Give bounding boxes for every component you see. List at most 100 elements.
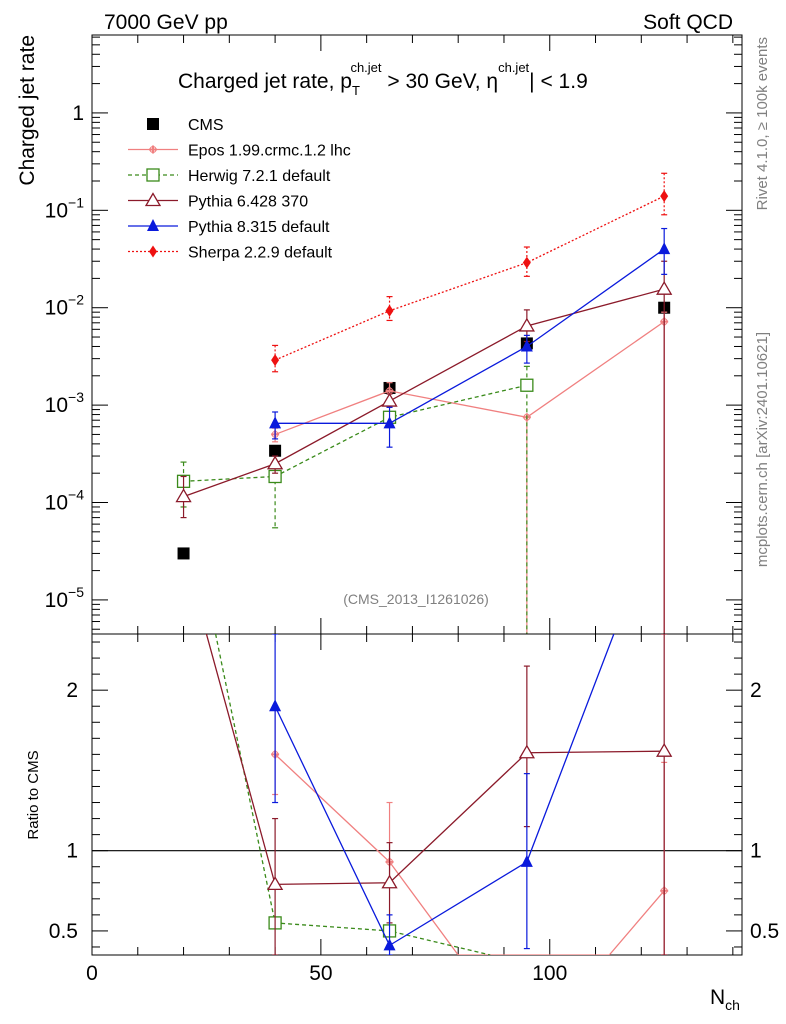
series-pythia-6-428-370 — [175, 260, 673, 634]
data-point-sherpa-2-2-9-default — [271, 354, 280, 367]
title-superscript-2: ch.jet — [498, 60, 529, 75]
legend-marker — [149, 245, 157, 258]
ratio-point-pythia-8-315-default — [269, 699, 282, 712]
side-label-rivet: Rivet 4.1.0, ≥ 100k events — [754, 37, 771, 210]
ratio-point-pythia-8-315-default — [520, 854, 533, 867]
series-cms — [177, 301, 671, 560]
legend-marker-ring — [149, 146, 157, 153]
y-tick-label-exp: −3 — [68, 389, 84, 405]
series-line-pythia-6-428-370 — [183, 288, 665, 498]
series-pythia-8-315-default — [269, 227, 671, 448]
y-tick-label-base: 10 — [45, 492, 68, 515]
data-point-pythia-8-315-default — [520, 339, 533, 352]
ratio-tick-labels: 0.5 0.5 1 1 2 2 0 50 100 — [49, 679, 779, 985]
legend-label: Pythia 8.315 default — [188, 219, 330, 236]
ratio-line-epos-1-99-crmc-1-2-lhc — [274, 753, 665, 955]
x-tick-label: 100 — [532, 962, 567, 985]
data-point-pythia-8-315-default — [383, 416, 396, 429]
data-point-epos-1-99-crmc-1-2-lhc-ring — [523, 413, 531, 421]
main-x-ticks — [91, 35, 734, 634]
data-point-herwig-7-2-1-default — [520, 378, 534, 392]
data-point-sherpa-2-2-9-default — [522, 256, 531, 269]
x-axis-label: Nch — [710, 986, 740, 1013]
x-axis-label-sub: ch — [725, 997, 740, 1013]
ratio-line-pythia-8-315-default — [274, 634, 615, 947]
legend-label: Herwig 7.2.1 default — [188, 168, 331, 185]
data-point-pythia-6-428-370 — [175, 488, 192, 503]
ratio-panel: Ratio to CMS 0.5 0.5 1 1 2 2 0 50 100 Nch — [25, 633, 779, 1013]
main-title: Charged jet rate, pTch.jet > 30 GeV, ηch… — [178, 60, 588, 98]
x-axis-label-main: N — [710, 986, 725, 1009]
title-part-a: Charged jet rate, p — [178, 70, 352, 93]
ratio-point-pythia-8-315-default — [383, 938, 396, 951]
data-point-pythia-6-428-370 — [266, 455, 284, 470]
ratio-point-pythia-6-428-370 — [518, 744, 535, 759]
title-subscript: T — [352, 83, 360, 98]
main-y-ticks — [92, 36, 742, 630]
series-line-herwig-7-2-1-default — [183, 384, 528, 482]
main-y-axis-label: Charged jet rate — [16, 35, 39, 186]
data-point-pythia-8-315-default — [269, 416, 282, 429]
legend-label: Epos 1.99.crmc.1.2 lhc — [188, 143, 351, 160]
main-y-tick-labels: 110−110−210−310−410−5 — [45, 102, 85, 612]
y-tick-label: 10−4 — [45, 487, 85, 515]
y-tick-label: 10−2 — [45, 292, 85, 320]
title-part-d: | < 1.9 — [529, 70, 588, 93]
title-superscript: ch.jet — [350, 60, 381, 75]
y-tick-label-exp: −4 — [68, 487, 84, 503]
ratio-point-pythia-6-428-370 — [381, 874, 398, 889]
ratio-series-pythia-6-428-370 — [205, 634, 673, 955]
header-left-label: 7000 GeV pp — [104, 11, 228, 34]
ratio-ticks — [91, 634, 742, 955]
data-point-pythia-6-428-370 — [518, 317, 535, 332]
legend-marker — [144, 192, 162, 207]
ratio-series-herwig-7-2-1-default — [214, 634, 491, 955]
legend-marker — [146, 168, 160, 182]
legend-item-herwig-7-2-1-default: Herwig 7.2.1 default — [128, 168, 331, 185]
y-tick-label-exp: −1 — [68, 194, 84, 210]
title-eta: η — [486, 70, 498, 93]
main-series-group — [175, 172, 673, 634]
ratio-y-tick-label-right: 1 — [750, 840, 762, 863]
legend-marker — [147, 219, 159, 231]
series-line-sherpa-2-2-9-default — [274, 195, 665, 361]
ratio-point-pythia-6-428-370 — [656, 742, 673, 757]
data-point-sherpa-2-2-9-default — [660, 190, 669, 203]
side-label-mcplots: mcplots.cern.ch [arXiv:2401.10621] — [754, 332, 771, 567]
series-sherpa-2-2-9-default — [271, 172, 669, 373]
legend-item-sherpa-2-2-9-default: Sherpa 2.2.9 default — [128, 245, 333, 262]
y-tick-label-base: 10 — [45, 199, 68, 222]
ratio-y-tick-label-right: 2 — [750, 679, 762, 702]
data-point-cms — [177, 547, 190, 560]
analysis-watermark: (CMS_2013_I1261026) — [343, 591, 489, 607]
series-epos-1-99-crmc-1-2-lhc — [271, 311, 669, 634]
ratio-y-tick-label-right: 0.5 — [750, 920, 779, 943]
title-part-b: > 30 GeV, — [382, 70, 487, 93]
legend-item-pythia-6-428-370: Pythia 6.428 370 — [128, 192, 308, 211]
series-line-epos-1-99-crmc-1-2-lhc — [274, 321, 665, 436]
legend-label: Sherpa 2.2.9 default — [188, 245, 333, 262]
header-right-label: Soft QCD — [643, 11, 733, 34]
legend-label: Pythia 6.428 370 — [188, 194, 308, 211]
series-line-pythia-8-315-default — [275, 248, 665, 424]
data-point-pythia-6-428-370 — [656, 280, 673, 295]
ratio-line-herwig-7-2-1-default — [214, 634, 491, 955]
legend-marker — [147, 118, 159, 130]
data-point-pythia-8-315-default — [658, 242, 671, 255]
ratio-y-tick-label-left: 2 — [66, 679, 78, 702]
y-tick-label: 10−5 — [45, 584, 85, 612]
ratio-plot-frame — [91, 633, 743, 956]
main-panel: Charged jet rate, pTch.jet > 30 GeV, ηch… — [16, 34, 743, 635]
y-tick-label: 1 — [72, 102, 84, 125]
y-tick-label-base: 10 — [45, 394, 68, 417]
y-tick-label-base: 10 — [45, 297, 68, 320]
ratio-y-tick-label-left: 1 — [66, 840, 78, 863]
ratio-series-clip — [205, 634, 673, 955]
legend-item-epos-1-99-crmc-1-2-lhc: Epos 1.99.crmc.1.2 lhc — [128, 143, 351, 160]
ratio-point-pythia-6-428-370 — [266, 876, 284, 891]
legend: CMS Epos 1.99.crmc.1.2 lhc Herwig 7.2.1 de… — [128, 117, 351, 262]
main-series-clip — [175, 172, 673, 634]
data-point-cms — [269, 444, 282, 457]
ratio-series-pythia-8-315-default — [269, 634, 615, 955]
